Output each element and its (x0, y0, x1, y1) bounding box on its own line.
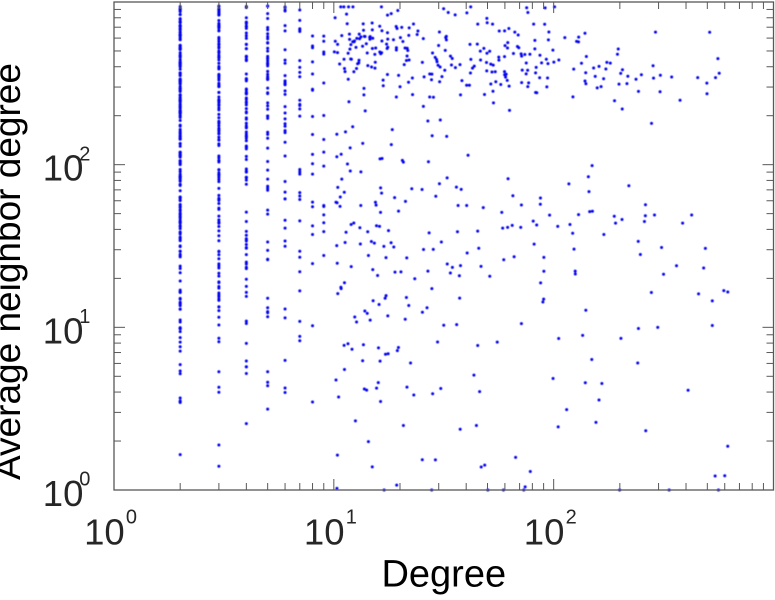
svg-text:10: 10 (84, 512, 125, 553)
svg-text:0: 0 (79, 469, 90, 491)
svg-text:10: 10 (43, 148, 84, 189)
svg-text:Degree: Degree (381, 553, 506, 595)
svg-text:1: 1 (79, 306, 90, 328)
svg-text:0: 0 (126, 507, 137, 529)
svg-text:2: 2 (566, 507, 577, 529)
svg-text:10: 10 (43, 310, 84, 351)
svg-text:Average neighbor degree: Average neighbor degree (0, 63, 28, 480)
svg-text:10: 10 (524, 512, 565, 553)
svg-text:2: 2 (79, 143, 90, 165)
svg-text:10: 10 (43, 473, 84, 514)
svg-text:1: 1 (346, 507, 357, 529)
svg-text:10: 10 (304, 512, 345, 553)
